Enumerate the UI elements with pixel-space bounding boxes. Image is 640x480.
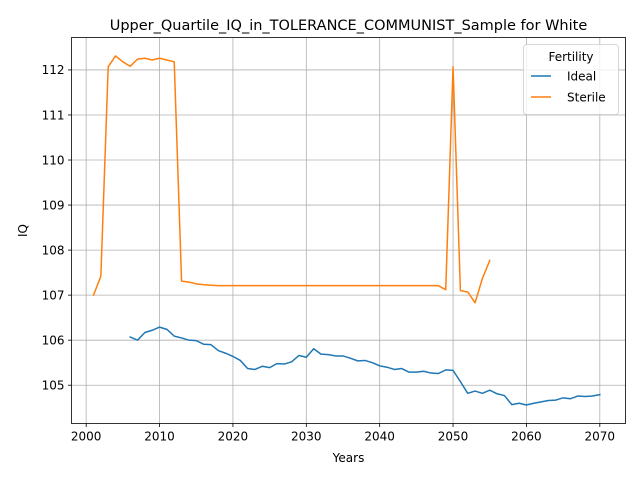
legend-label-ideal: Ideal bbox=[567, 70, 596, 84]
x-tick-label: 2030 bbox=[291, 430, 322, 444]
y-tick-label: 108 bbox=[42, 243, 65, 257]
y-axis-title: IQ bbox=[16, 224, 30, 237]
y-tick-label: 107 bbox=[42, 288, 65, 302]
y-tick-label: 110 bbox=[42, 153, 65, 167]
x-axis-title: Years bbox=[332, 451, 365, 465]
legend-label-sterile: Sterile bbox=[567, 91, 606, 105]
y-tick-label: 109 bbox=[42, 198, 65, 212]
series-line-ideal bbox=[129, 326, 601, 406]
x-tick-label: 2050 bbox=[438, 430, 469, 444]
plot-frame bbox=[71, 37, 626, 424]
x-tick-label: 2070 bbox=[585, 430, 616, 444]
legend: Fertility Ideal Sterile bbox=[523, 44, 619, 115]
x-tick-label: 2000 bbox=[71, 430, 102, 444]
chart-title: Upper_Quartile_IQ_in_TOLERANCE_COMMUNIST… bbox=[110, 18, 588, 34]
axis-ticks: 2000 2010 2020 2030 2040 2050 2060 2070 105 106 10… bbox=[42, 63, 615, 443]
legend-title: Fertility bbox=[548, 50, 593, 64]
y-tick-label: 112 bbox=[42, 63, 65, 77]
series-lines bbox=[92, 55, 601, 406]
x-tick-label: 2020 bbox=[218, 430, 249, 444]
y-tick-label: 111 bbox=[42, 108, 65, 122]
x-tick-label: 2060 bbox=[511, 430, 542, 444]
y-tick-label: 105 bbox=[42, 379, 65, 393]
series-line-sterile bbox=[92, 55, 491, 304]
y-tick-label: 106 bbox=[42, 333, 65, 347]
x-tick-label: 2010 bbox=[144, 430, 175, 444]
x-tick-label: 2040 bbox=[364, 430, 395, 444]
